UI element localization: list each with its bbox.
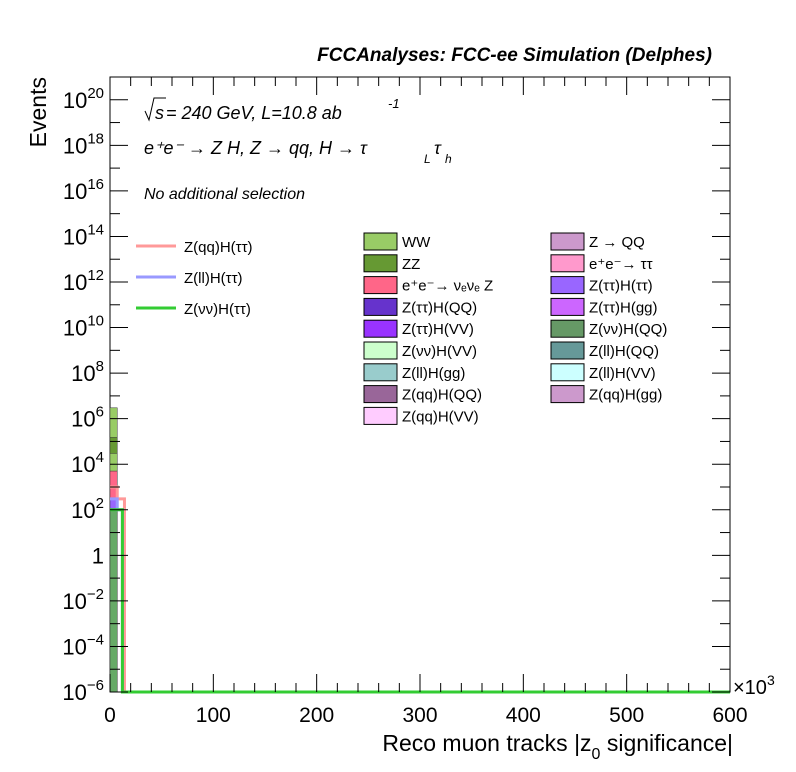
legend-signal-label: Z(qq)H(ττ) — [184, 239, 253, 256]
energy-annotation: s = 240 GeV, L=10.8 ab -1 — [144, 96, 400, 123]
energy-lumi-text: = 240 GeV, L=10.8 ab — [166, 103, 342, 123]
legend-background-label: ZZ — [402, 256, 420, 273]
legend-background-box — [363, 385, 398, 404]
legend-background-label: Z(ll)H(QQ) — [589, 343, 659, 360]
legend-background-box — [363, 341, 398, 360]
legend-background-label: Z(ll)H(VV) — [589, 365, 656, 382]
legend-background-box — [363, 406, 398, 425]
legend-signal-label: Z(ll)H(ττ) — [184, 270, 243, 287]
process-annotation: e⁺e⁻ → Z H, Z → qq, H → τ L τ h — [144, 138, 452, 166]
y-tick-label: 1018 — [63, 130, 104, 158]
x-multiplier-base: ×10 — [733, 677, 767, 699]
legend-background-label: Z(ττ)H(VV) — [402, 321, 474, 338]
x-axis-label-main: Reco muon tracks |z — [382, 730, 591, 756]
x-tick-label: 300 — [402, 704, 437, 727]
legend-background-label: Z(ττ)H(QQ) — [402, 299, 477, 316]
x-axis-multiplier: ×103 — [733, 672, 775, 699]
y-tick-label: 10−2 — [62, 586, 104, 614]
tau-subscript-1: L — [424, 152, 431, 166]
legend-background-label: Z(νν)H(QQ) — [589, 321, 667, 338]
legend-background-label: Z(qq)H(VV) — [402, 408, 479, 425]
x-multiplier-exp: 3 — [767, 672, 775, 688]
x-axis-label-sub: 0 — [592, 746, 601, 763]
x-axis-label-tail: significance| — [600, 730, 733, 756]
process-text: e⁺e⁻ → Z H, Z → qq, H → τ — [144, 138, 368, 158]
legend-background-box — [550, 297, 585, 316]
legend-background-label: Z → QQ — [589, 234, 645, 251]
y-tick-label: 1016 — [63, 176, 104, 204]
axes: 0 100 200 300 400 500 600 10−6 10−4 10−2 1 102 104 10… — [62, 76, 748, 727]
legend-signals: Z(qq)H(ττ) Z(ll)H(ττ) Z(νν)H(ττ) — [136, 239, 253, 318]
legend-background-box — [363, 232, 398, 251]
legend-background-label: e⁺e⁻→ νₑνₑ Z — [402, 278, 493, 295]
y-tick-label: 1014 — [63, 221, 104, 249]
y-tick-label: 102 — [71, 495, 104, 523]
x-tick-label: 400 — [506, 704, 541, 727]
tau-symbol-2: τ — [434, 138, 442, 158]
legend-background-box — [363, 276, 398, 295]
selection-annotation: No additional selection — [144, 186, 305, 203]
legend-background-label: e⁺e⁻→ ττ — [589, 256, 653, 273]
y-tick-label: 1012 — [63, 267, 104, 295]
legend-background-box — [550, 363, 585, 382]
y-tick-label: 1010 — [63, 313, 104, 341]
legend-signal-label: Z(νν)H(ττ) — [184, 301, 251, 318]
y-tick-label: 106 — [71, 404, 104, 432]
legend-background-box — [550, 254, 585, 273]
legend-background-box — [550, 385, 585, 404]
lumi-exponent: -1 — [388, 96, 400, 111]
legend-background-box — [550, 341, 585, 360]
x-axis-label: Reco muon tracks |z0 significance| — [382, 730, 733, 763]
x-tick-label: 200 — [299, 704, 334, 727]
tau-subscript-2: h — [445, 152, 452, 166]
legend-background-label: Z(νν)H(VV) — [402, 343, 477, 360]
legend-background-label: Z(ττ)H(ττ) — [589, 278, 653, 295]
energy-s-symbol: s — [155, 103, 164, 123]
legend-background-label: Z(ll)H(gg) — [402, 365, 465, 382]
figure-title: FCCAnalyses: FCC-ee Simulation (Delphes) — [317, 45, 712, 66]
legend-background-box — [363, 297, 398, 316]
y-tick-label: 1020 — [63, 85, 104, 113]
legend-background-label: WW — [402, 234, 431, 251]
legend-background-label: Z(ττ)H(gg) — [589, 299, 658, 316]
legend-background-box — [363, 363, 398, 382]
legend-backgrounds: WW ZZ e⁺e⁻→ νₑνₑ Z Z(ττ)H(QQ) Z(ττ)H(VV) Z(νν… — [363, 232, 667, 425]
legend-background-box — [550, 319, 585, 338]
y-axis-label: Events — [25, 77, 51, 147]
y-tick-label: 104 — [71, 449, 104, 477]
stacked-bars — [109, 407, 118, 693]
legend-background-box — [550, 232, 585, 251]
y-tick-label: 10−4 — [62, 631, 104, 659]
x-tick-label: 0 — [104, 704, 116, 727]
legend-background-label: Z(qq)H(QQ) — [402, 387, 482, 404]
legend-background-box — [550, 276, 585, 295]
x-tick-label: 100 — [196, 704, 231, 727]
legend-background-label: Z(qq)H(gg) — [589, 387, 662, 404]
y-tick-label: 10−6 — [62, 677, 104, 705]
legend-background-box — [363, 254, 398, 273]
y-tick-label: 1 — [92, 543, 104, 568]
x-tick-label: 500 — [609, 704, 644, 727]
legend-background-box — [363, 319, 398, 338]
y-tick-label: 108 — [71, 358, 104, 386]
x-tick-label: 600 — [712, 704, 747, 727]
